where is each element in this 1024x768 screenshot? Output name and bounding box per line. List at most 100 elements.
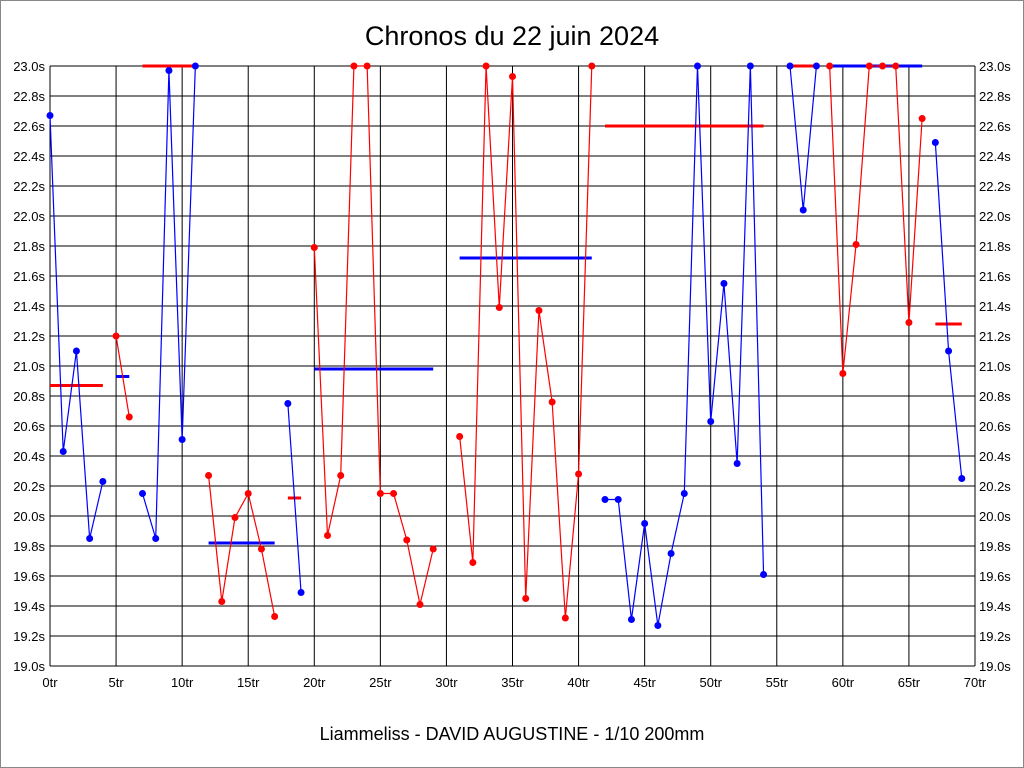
series <box>46 62 966 629</box>
data-point <box>720 280 728 287</box>
y-tick-label-left: 20.8s <box>13 389 45 404</box>
y-tick-label-right: 20.6s <box>979 419 1011 434</box>
data-point <box>482 62 490 70</box>
x-tick-label: 0tr <box>42 675 58 690</box>
data-point <box>905 319 913 326</box>
data-point <box>654 622 662 629</box>
series-line <box>141 65 196 539</box>
y-tick-label-right: 21.8s <box>979 239 1011 254</box>
data-point <box>826 62 834 70</box>
data-point <box>125 413 133 421</box>
y-tick-label-left: 19.6s <box>13 569 45 584</box>
y-tick-label-right: 19.8s <box>979 539 1011 554</box>
y-tick-label-right: 19.0s <box>979 659 1011 674</box>
series-line <box>207 475 276 617</box>
segment-blue <box>139 62 199 542</box>
x-tick-label: 50tr <box>700 675 723 690</box>
data-point <box>403 536 411 544</box>
data-point <box>746 62 754 70</box>
segment-red <box>112 332 133 421</box>
data-point <box>522 595 530 602</box>
data-point <box>799 206 807 214</box>
data-point <box>561 614 569 622</box>
y-tick-label-left: 20.0s <box>13 509 45 524</box>
segment-red <box>310 62 437 608</box>
data-point <box>72 347 80 355</box>
y-tick-label-left: 21.8s <box>13 239 45 254</box>
data-point <box>244 490 252 497</box>
segment-blue <box>786 62 820 214</box>
data-point <box>892 62 900 70</box>
segment-red <box>205 472 279 620</box>
series-line <box>459 65 593 619</box>
data-point <box>46 112 54 119</box>
data-point <box>627 616 635 623</box>
data-point <box>852 241 860 248</box>
series-line <box>934 142 963 479</box>
x-tick-label: 35tr <box>501 675 524 690</box>
y-tick-label-left: 19.0s <box>13 659 45 674</box>
x-tick-label: 20tr <box>303 675 326 690</box>
y-tick-label-right: 22.4s <box>979 149 1011 164</box>
y-tick-label-left: 21.0s <box>13 359 45 374</box>
data-point <box>297 589 305 596</box>
y-tick-label-left: 22.2s <box>13 179 45 194</box>
y-tick-label-right: 21.2s <box>979 329 1011 344</box>
series-line <box>605 65 765 626</box>
data-point <box>152 535 160 542</box>
x-tick-label: 65tr <box>898 675 921 690</box>
x-tick-label: 15tr <box>237 675 260 690</box>
data-point <box>257 545 265 553</box>
x-tick-label: 25tr <box>369 675 392 690</box>
y-tick-label-left: 22.8s <box>13 89 45 104</box>
data-point <box>376 490 384 497</box>
data-point <box>839 370 847 377</box>
data-point <box>588 62 596 70</box>
y-tick-label-right: 22.6s <box>979 119 1011 134</box>
data-point <box>86 535 94 542</box>
series-line <box>829 65 923 374</box>
data-point <box>231 514 239 521</box>
segment-red <box>456 62 596 622</box>
data-point <box>958 475 966 482</box>
data-point <box>535 307 543 314</box>
grid <box>49 65 976 667</box>
segment-red <box>826 62 926 377</box>
y-tick-label-right: 21.0s <box>979 359 1011 374</box>
data-point <box>112 332 120 340</box>
y-tick-label-left: 20.4s <box>13 449 45 464</box>
x-tick-label: 60tr <box>832 675 855 690</box>
y-tick-label-right: 23.0s <box>979 59 1011 74</box>
y-tick-label-left: 20.6s <box>13 419 45 434</box>
data-point <box>614 496 622 503</box>
data-point <box>350 62 358 70</box>
data-point <box>918 115 926 122</box>
data-point <box>139 490 146 497</box>
x-axis-label: Liammeliss - DAVID AUGUSTINE - 1/10 200m… <box>320 724 705 744</box>
y-tick-label-right: 22.0s <box>979 209 1011 224</box>
data-point <box>390 490 398 497</box>
y-tick-label-right: 20.0s <box>979 509 1011 524</box>
data-point <box>191 62 199 70</box>
x-tick-label: 70tr <box>964 675 987 690</box>
y-tick-label-left: 19.4s <box>13 599 45 614</box>
data-point <box>363 62 371 70</box>
x-tick-label: 40tr <box>567 675 590 690</box>
series-line <box>789 65 818 211</box>
y-tick-label-right: 21.4s <box>979 299 1011 314</box>
data-point <box>707 418 715 425</box>
series-line <box>313 65 434 605</box>
series-line <box>287 403 302 593</box>
data-point <box>310 244 318 251</box>
data-point <box>324 532 331 539</box>
data-point <box>456 433 464 440</box>
data-point <box>416 601 424 608</box>
data-point <box>218 598 226 605</box>
segment-blue <box>284 400 305 596</box>
data-point <box>178 436 186 443</box>
data-point <box>694 62 701 70</box>
data-point <box>812 62 820 70</box>
series-line <box>49 115 104 539</box>
y-tick-label-left: 21.4s <box>13 299 45 314</box>
